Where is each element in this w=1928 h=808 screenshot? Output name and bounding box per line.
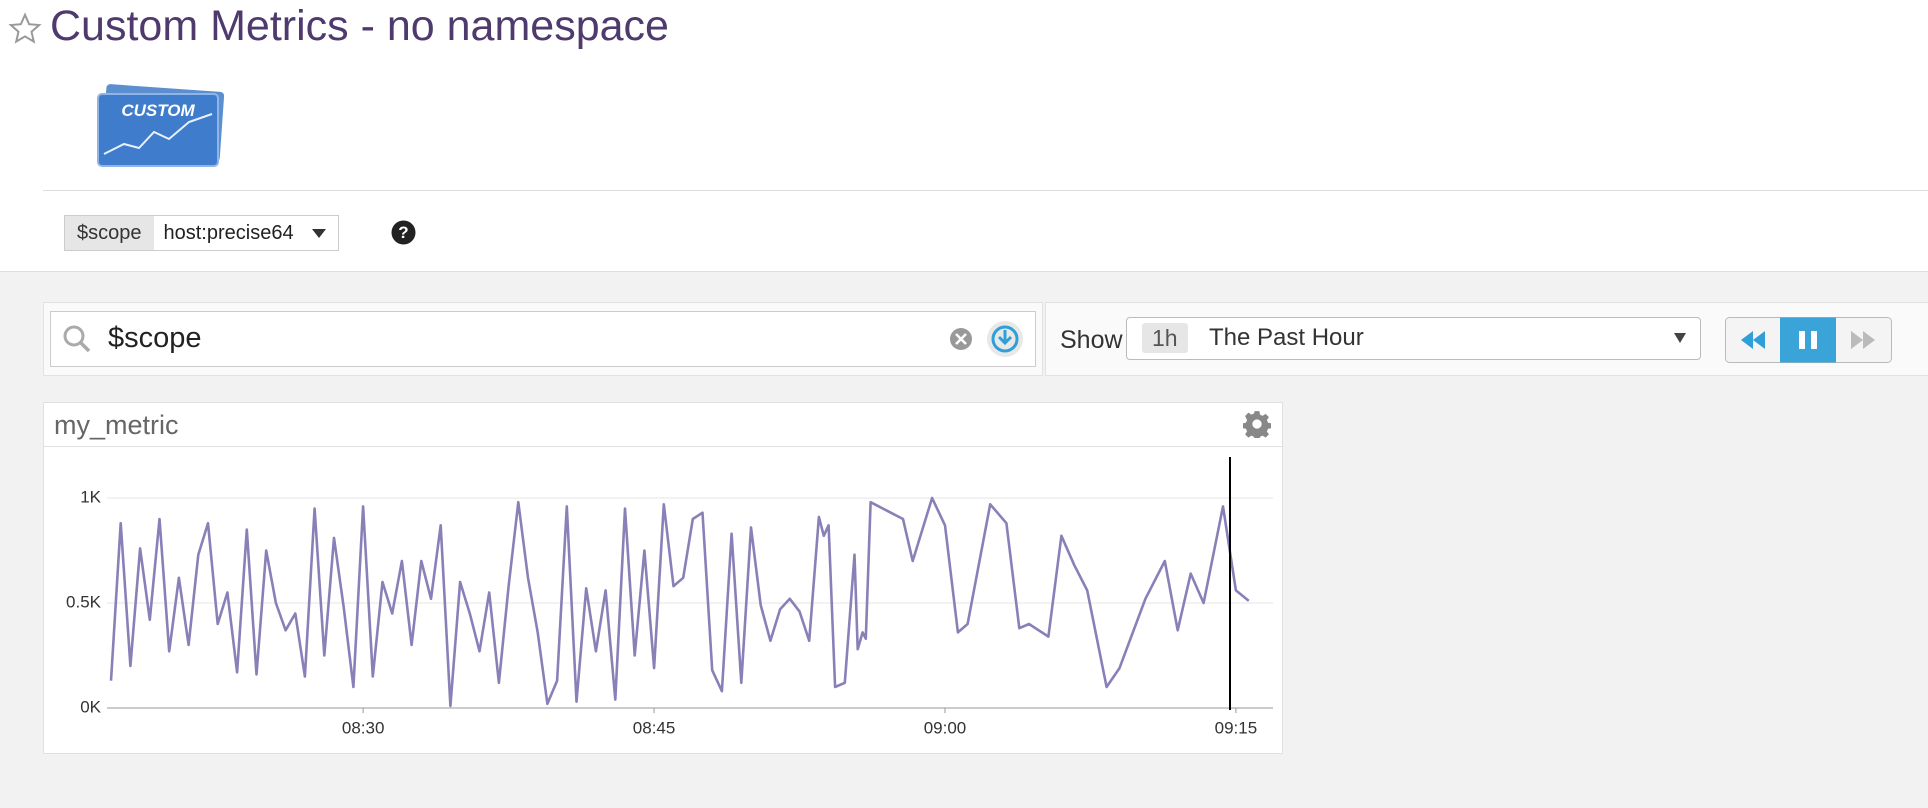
logo-text: CUSTOM: [121, 101, 195, 120]
search-input[interactable]: [50, 311, 1036, 367]
forward-button[interactable]: [1851, 331, 1875, 349]
widget-header: [43, 402, 1283, 447]
pause-button[interactable]: [1780, 317, 1836, 363]
settings-gear[interactable]: [1243, 410, 1271, 438]
template-variable[interactable]: $scope host:precise64: [64, 215, 339, 251]
dashboard-title: Custom Metrics - no namespace: [50, 2, 669, 50]
variable-name: $scope: [65, 216, 154, 250]
save-button[interactable]: [986, 320, 1024, 358]
playback-controls: [1725, 317, 1892, 363]
show-label: Show: [1060, 326, 1123, 354]
search-icon: [63, 325, 91, 353]
clear-button[interactable]: [949, 327, 973, 351]
x-tick-label: 08:45: [633, 718, 676, 737]
timeframe-badge: 1h: [1142, 323, 1188, 353]
dropdown-caret: [1674, 333, 1686, 343]
divider: [43, 190, 1928, 191]
favorite-star[interactable]: [8, 12, 42, 46]
chart: 0K 0.5K 1K 08:30 08:45 09:00 09:15: [66, 457, 1273, 737]
x-tick-label: 08:30: [342, 718, 385, 737]
x-tick-label: 09:15: [1215, 718, 1258, 737]
timeframe-value: The Past Hour: [1209, 324, 1364, 351]
y-tick-label: 1K: [80, 487, 101, 506]
timeframe-dropdown[interactable]: [1126, 317, 1701, 360]
y-tick-label: 0K: [80, 697, 101, 716]
x-tick-label: 09:00: [924, 718, 967, 737]
caret: [311, 228, 326, 238]
variable-value[interactable]: host:precise64: [153, 216, 338, 250]
widget-title: my_metric: [54, 410, 179, 440]
search-query[interactable]: $scope: [108, 322, 202, 354]
variable-value-text: host:precise64: [163, 222, 294, 244]
rewind-button[interactable]: [1741, 331, 1765, 349]
y-tick-label: 0.5K: [66, 592, 102, 611]
help-icon[interactable]: ?: [391, 220, 416, 245]
series-line: [109, 496, 1250, 708]
logo: CUSTOM: [97, 84, 225, 167]
svg-text:?: ?: [398, 223, 408, 242]
